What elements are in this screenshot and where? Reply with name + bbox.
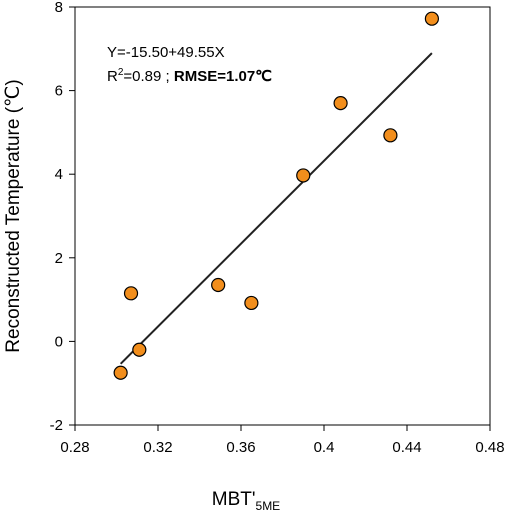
data-point (383, 128, 398, 143)
x-tick-label: 0.32 (143, 439, 172, 456)
x-axis-title-main: MBT' (212, 489, 256, 510)
x-tick-label: 0.36 (226, 439, 255, 456)
data-point (113, 365, 128, 380)
y-tick-label: -2 (50, 417, 63, 434)
x-axis-title: MBT'5ME (212, 489, 280, 513)
r-squared-prefix: R (107, 68, 118, 85)
x-tick-label: 0.48 (475, 439, 504, 456)
data-point (296, 168, 311, 183)
x-tick-label: 0.4 (314, 439, 335, 456)
y-axis-title: Reconstructed Temperature (℃) (3, 79, 24, 352)
regression-line (119, 52, 433, 365)
y-tick-label: 4 (55, 166, 63, 183)
x-axis-ticks: 0.28 0.32 0.36 0.4 0.44 0.48 (60, 425, 505, 456)
data-point (123, 286, 139, 301)
x-axis-title-subscript: 5ME (256, 499, 281, 513)
data-point (244, 295, 259, 311)
y-tick-label: 8 (55, 0, 63, 16)
x-tick-label: 0.28 (60, 439, 89, 456)
plot-frame (74, 6, 491, 426)
data-points (113, 11, 439, 380)
r-squared-superscript: 2 (118, 67, 124, 78)
y-tick-label: 2 (55, 250, 63, 267)
data-point (333, 96, 348, 111)
data-point (424, 11, 439, 26)
stats-annotation: R2=0.89 ; RMSE=1.07℃ (107, 67, 272, 85)
data-point (211, 277, 226, 293)
y-tick-label: 0 (55, 333, 63, 350)
r-squared-value: =0.89 ; (123, 68, 173, 85)
rmse-value: RMSE=1.07℃ (174, 68, 272, 85)
equation-annotation: Y=-15.50+49.55X (107, 44, 225, 61)
y-tick-label: 6 (55, 83, 63, 100)
x-tick-label: 0.44 (392, 439, 421, 456)
y-axis-ticks: -2 0 2 4 6 8 (50, 0, 75, 434)
data-point (132, 342, 147, 357)
